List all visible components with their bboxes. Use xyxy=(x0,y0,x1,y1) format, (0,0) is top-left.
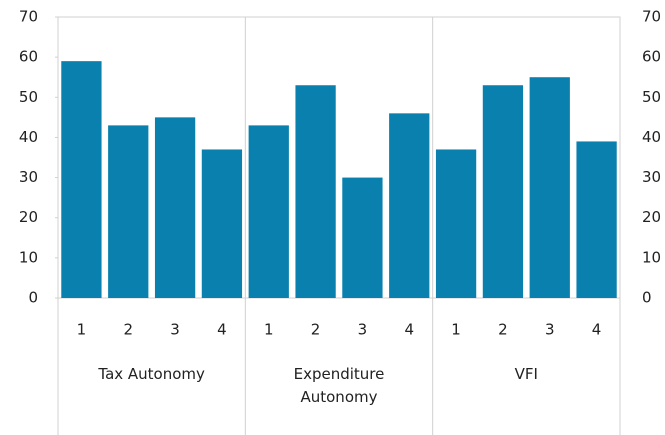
x-tick-label: 3 xyxy=(170,321,180,339)
bar xyxy=(482,85,524,298)
bar xyxy=(201,149,243,298)
x-tick-label: 1 xyxy=(77,321,87,339)
bar xyxy=(61,61,102,299)
group-label: VFI xyxy=(514,365,538,383)
x-tick-label: 4 xyxy=(404,321,414,339)
y-tick-label: 40 xyxy=(19,128,38,146)
bar xyxy=(295,85,336,298)
bar xyxy=(389,113,430,298)
group-label: Expenditure Autonomy xyxy=(293,365,385,406)
y2-tick-label: 50 xyxy=(642,88,661,106)
y-tick-label: 70 xyxy=(19,8,38,26)
x-tick-label: 1 xyxy=(264,321,274,339)
y2-tick-label: 60 xyxy=(642,48,661,66)
bar xyxy=(154,117,196,298)
y2-tick-label: 0 xyxy=(642,289,652,307)
y-tick-label: 10 xyxy=(19,248,38,266)
y-tick-label: 50 xyxy=(19,88,38,106)
x-tick-label: 4 xyxy=(592,321,602,339)
y2-tick-label: 10 xyxy=(642,248,661,266)
group-label: Tax Autonomy xyxy=(98,365,205,383)
x-tick-label: 2 xyxy=(311,321,321,339)
x-tick-label: 2 xyxy=(123,321,133,339)
y-tick-label: 30 xyxy=(19,168,38,186)
y2-tick-label: 30 xyxy=(642,168,661,186)
y2-tick-label: 20 xyxy=(642,208,661,226)
x-tick-label: 2 xyxy=(498,321,508,339)
x-tick-label: 1 xyxy=(451,321,461,339)
y-tick-label: 20 xyxy=(19,208,38,226)
y2-tick-label: 40 xyxy=(642,128,661,146)
bar xyxy=(248,125,289,298)
y2-tick-label: 70 xyxy=(642,8,661,26)
bar xyxy=(576,141,617,298)
bar xyxy=(529,77,570,298)
x-tick-label: 4 xyxy=(217,321,227,339)
y-tick-label: 0 xyxy=(28,289,38,307)
y-tick-label: 60 xyxy=(19,48,38,66)
bar xyxy=(108,125,149,298)
bar xyxy=(342,177,383,298)
bar xyxy=(435,149,477,298)
x-tick-label: 3 xyxy=(358,321,368,339)
x-tick-label: 3 xyxy=(545,321,555,339)
